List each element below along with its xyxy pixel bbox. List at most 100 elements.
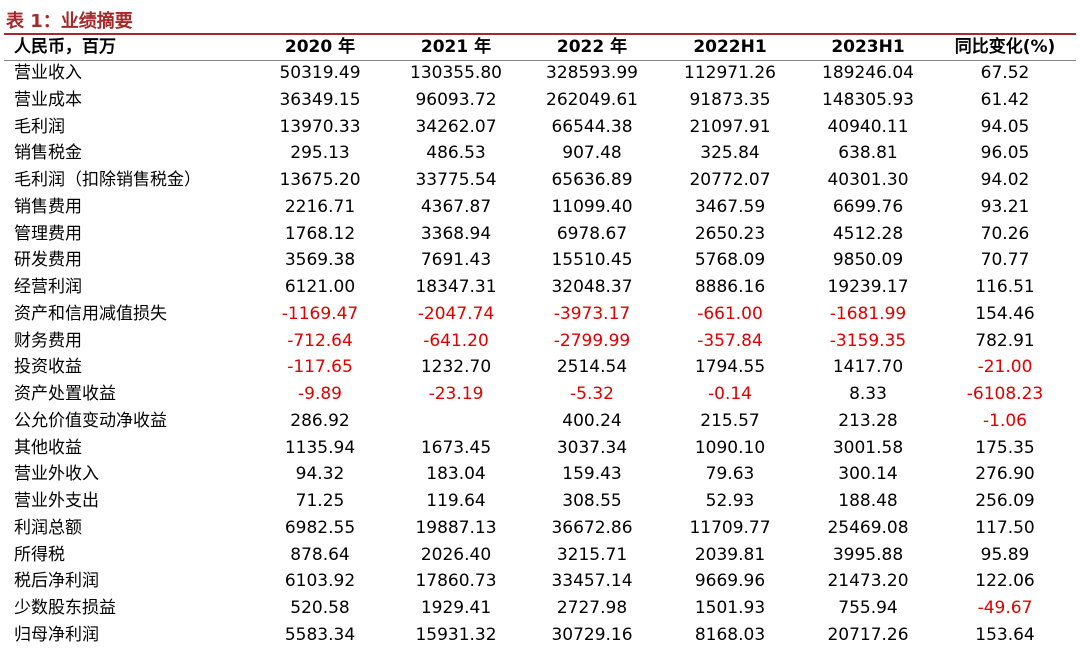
row-label: 公允价值变动净收益	[14, 410, 167, 431]
table-cell: 3037.34	[556, 437, 628, 458]
header-cell: 2020 年	[284, 37, 356, 57]
table-cell: 2216.71	[284, 196, 356, 217]
header-cell: 2022H1	[693, 37, 767, 57]
table-cell: 295.13	[290, 143, 350, 164]
table-cell: 18347.31	[415, 277, 497, 297]
top-rule	[4, 33, 1076, 35]
table-cell: -23.19	[428, 384, 484, 404]
table-cell: 2026.40	[420, 544, 492, 565]
table-cell: 8886.16	[694, 277, 766, 297]
table-cell: 21097.91	[689, 116, 771, 137]
table-cell: 286.92	[290, 410, 350, 431]
row-label: 其他收益	[14, 437, 82, 458]
table-cell: 3215.71	[556, 544, 628, 565]
table-cell: 79.63	[705, 464, 755, 485]
row-label: 管理费用	[14, 223, 82, 244]
table-cell: -1.06	[983, 410, 1027, 431]
row-label: 财务费用	[14, 330, 82, 351]
table-cell: -9.89	[298, 384, 342, 404]
table-cell: -661.00	[697, 303, 763, 324]
table-cell: 96093.72	[415, 89, 497, 110]
table-cell: 1501.93	[694, 598, 766, 618]
table-cell: -641.20	[423, 330, 489, 351]
table-cell: 782.91	[975, 330, 1035, 351]
table-cell: 130355.80	[410, 63, 502, 83]
table-cell: 61.42	[980, 89, 1030, 110]
table-cell: 4512.28	[832, 223, 904, 244]
table-cell: -21.00	[977, 357, 1033, 378]
table-cell: 21473.20	[827, 571, 909, 592]
table-cell: 1673.45	[420, 437, 492, 458]
table-cell: 1929.41	[420, 598, 492, 618]
table-cell: 262049.61	[546, 89, 638, 110]
table-cell: 328593.99	[546, 63, 638, 83]
table-cell: 1768.12	[284, 223, 356, 244]
table-cell: 4367.87	[420, 196, 492, 217]
table-cell: 65636.89	[551, 170, 633, 190]
table-cell: 33775.54	[415, 170, 497, 190]
table-cell: 15931.32	[415, 624, 497, 645]
table-cell: 30729.16	[551, 624, 633, 645]
table-cell: 7691.43	[420, 250, 492, 271]
table-cell: 1232.70	[420, 357, 492, 378]
row-label: 营业收入	[14, 63, 82, 83]
table-cell: 8168.03	[694, 624, 766, 645]
table-cell: 117.50	[975, 517, 1035, 538]
table-cell: 3001.58	[832, 437, 904, 458]
table-title: 表 1：业绩摘要	[6, 11, 133, 32]
table-cell: -5.32	[570, 384, 614, 404]
table-cell: 71.25	[295, 491, 345, 511]
table-cell: 2727.98	[556, 598, 628, 618]
table-cell: 486.53	[426, 143, 486, 164]
table-cell: 17860.73	[415, 571, 497, 592]
table-cell: 159.43	[562, 464, 622, 485]
table-cell: 50319.49	[279, 63, 361, 83]
table-cell: 3569.38	[284, 250, 356, 271]
table-cell: 175.35	[975, 437, 1035, 458]
table-cell: 2514.54	[556, 357, 628, 378]
table-cell: 1090.10	[694, 437, 766, 458]
table-cell: 189246.04	[822, 63, 914, 83]
table-cell: 308.55	[562, 491, 622, 511]
table-cell: 20772.07	[689, 170, 771, 190]
table-cell: 116.51	[975, 277, 1035, 297]
table-cell: 3995.88	[832, 544, 904, 565]
table-cell: 1417.70	[832, 357, 904, 378]
row-label: 税后净利润	[14, 571, 99, 592]
table-cell: 91873.35	[689, 89, 771, 110]
table-cell: 3368.94	[420, 223, 492, 244]
table-cell: 6121.00	[284, 277, 356, 297]
table-cell: 52.93	[705, 491, 755, 511]
row-label: 所得税	[14, 544, 65, 565]
row-label: 营业外收入	[14, 464, 99, 485]
table-cell: 40940.11	[827, 116, 909, 137]
table-cell: -3973.17	[553, 303, 631, 324]
table-cell: 15510.45	[551, 250, 633, 271]
table-cell: 70.26	[980, 223, 1030, 244]
table-cell: 154.46	[975, 303, 1035, 324]
row-label: 资产处置收益	[14, 384, 116, 404]
table-cell: -712.64	[287, 330, 353, 351]
table-cell: 70.77	[980, 250, 1030, 271]
table-cell: 13675.20	[279, 170, 361, 190]
table-cell: 256.09	[975, 491, 1035, 511]
table-cell: 907.48	[562, 143, 622, 164]
header-cell: 2022 年	[556, 37, 628, 57]
row-label: 经营利润	[14, 277, 82, 297]
header-cell: 2023H1	[831, 37, 905, 57]
row-label: 毛利润（扣除销售税金）	[14, 170, 201, 190]
table-cell: 19239.17	[827, 277, 909, 297]
table-cell: -117.65	[287, 357, 353, 378]
table-cell: 5583.34	[284, 624, 356, 645]
table-cell: 93.21	[980, 196, 1030, 217]
table-cell: 188.48	[838, 491, 898, 511]
table-cell: 6982.55	[284, 517, 356, 538]
table-cell: -0.14	[708, 384, 752, 404]
table-cell: 95.89	[980, 544, 1030, 565]
row-label: 投资收益	[14, 357, 82, 378]
table-cell: 33457.14	[551, 571, 633, 592]
table-cell: 6103.92	[284, 571, 356, 592]
table-cell: 9669.96	[694, 571, 766, 592]
table-cell: 2650.23	[694, 223, 766, 244]
header-cell: 2021 年	[420, 37, 492, 57]
